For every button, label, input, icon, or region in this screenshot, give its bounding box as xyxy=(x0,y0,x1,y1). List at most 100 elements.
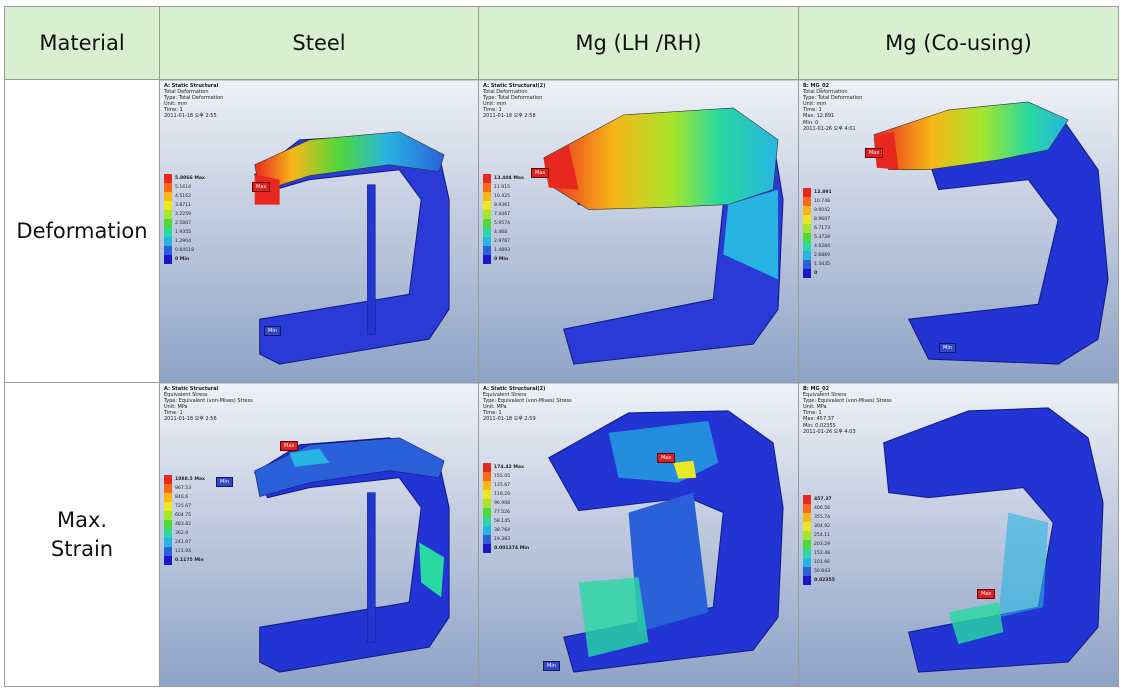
max-marker: Max xyxy=(977,589,996,599)
legend-value: 116.29 xyxy=(494,492,511,497)
legend-swatch xyxy=(164,538,172,547)
legend-swatch xyxy=(164,493,172,502)
row-label-line: Max. xyxy=(56,508,108,533)
info-line: Unit: MPa xyxy=(483,404,507,411)
legend-swatch xyxy=(483,499,491,508)
legend-swatch xyxy=(164,255,172,264)
model-render xyxy=(254,437,450,673)
info-line: Max: 457.37 xyxy=(803,416,835,423)
legend-value: 362.9 xyxy=(175,531,189,536)
info-line: Min: 0.02355 xyxy=(803,422,836,429)
legend-entry: 50.843 xyxy=(803,567,835,576)
legend-value: 19.383 xyxy=(494,537,511,542)
info-line: Unit: MPa xyxy=(803,404,827,411)
max-marker: Max xyxy=(531,168,550,178)
model-render xyxy=(883,407,1104,673)
legend-value: 5.8066 Max xyxy=(175,176,205,181)
row-label-line: Deformation xyxy=(16,218,148,243)
max-marker: Max xyxy=(865,148,884,158)
legend-swatch xyxy=(483,517,491,526)
legend-entry: 4.468 xyxy=(483,228,524,237)
result-info: B: MG_02 Total Deformation Type: Total D… xyxy=(803,83,862,132)
legend-entry: 0.02355 xyxy=(803,576,835,585)
legend-entry: 19.383 xyxy=(483,535,529,544)
min-marker: Min xyxy=(264,326,281,336)
legend-entry: 304.92 xyxy=(803,522,835,531)
legend-swatch xyxy=(483,535,491,544)
legend-value: 355.74 xyxy=(814,515,831,520)
legend-swatch xyxy=(164,520,172,529)
legend-swatch xyxy=(483,219,491,228)
legend-value: 9.6042 xyxy=(814,208,831,213)
legend-swatch xyxy=(483,183,491,192)
info-line: 2011-01-26 오후 4:03 xyxy=(803,428,856,435)
legend-swatch xyxy=(164,547,172,556)
legend-swatch xyxy=(164,237,172,246)
legend-value: 304.92 xyxy=(814,524,831,529)
legend-entry: 1.2904 xyxy=(164,237,205,246)
info-line: 2011-01-18 오후 2:56 xyxy=(164,416,217,423)
legend-entry: 0 xyxy=(803,269,832,278)
legend-entry: 0.001374 Min xyxy=(483,544,529,553)
header-steel: Steel xyxy=(159,6,479,80)
info-line: 2011-01-18 오후 2:59 xyxy=(483,416,536,423)
legend-entry: 967.53 xyxy=(164,484,205,493)
legend-entry: 7.4467 xyxy=(483,210,524,219)
legend-entry: 0 Min xyxy=(483,255,524,264)
result-info: A: Static Structural(2) Equivalent Stres… xyxy=(483,386,572,423)
legend-swatch xyxy=(483,526,491,535)
legend-entry: 155.05 xyxy=(483,472,529,481)
legend-entry: 13.404 Max xyxy=(483,174,524,183)
legend-swatch xyxy=(803,233,811,242)
legend-entry: 254.11 xyxy=(803,531,835,540)
info-line: Min: 0 xyxy=(803,119,819,126)
legend-value: 3.2259 xyxy=(175,212,192,217)
legend-entry: 135.67 xyxy=(483,481,529,490)
legend-value: 0 xyxy=(814,271,818,276)
legend-entry: 483.82 xyxy=(164,520,205,529)
legend-swatch xyxy=(164,475,172,484)
info-line: Time: 1 xyxy=(803,107,822,114)
legend-entry: 5.3728 xyxy=(803,233,832,242)
legend-value: 241.97 xyxy=(175,540,192,545)
legend-value: 0.02355 xyxy=(814,578,835,583)
legend-swatch xyxy=(803,504,811,513)
legend-swatch xyxy=(164,529,172,538)
info-line: Type: Total Deformation xyxy=(483,95,543,102)
legend-entry: 121.04 xyxy=(164,547,205,556)
result-info: A: Static Structural Total Deformation T… xyxy=(164,83,223,120)
legend-swatch xyxy=(483,228,491,237)
panel-strain-mg-co-using: B: MG_02 Equivalent Stress Type: Equival… xyxy=(798,382,1119,687)
info-line: B: MG_02 xyxy=(803,83,830,89)
info-line: A: Static Structural(2) xyxy=(483,83,546,89)
legend-value: 5.3728 xyxy=(814,235,831,240)
min-marker: Min xyxy=(216,477,233,487)
legend-value: 4.0284 xyxy=(814,244,831,249)
legend-value: 457.37 xyxy=(814,497,832,502)
info-line: Equivalent Stress xyxy=(803,392,847,399)
legend-entry: 457.37 xyxy=(803,495,835,504)
info-line: Unit: mm xyxy=(803,101,827,108)
legend-value: 483.82 xyxy=(175,522,192,527)
legend-entry: 0 Min xyxy=(164,255,205,264)
legend-entry: 355.74 xyxy=(803,513,835,522)
legend-entry: 3.2259 xyxy=(164,210,205,219)
legend-entry: 10.425 xyxy=(483,192,524,201)
legend-entry: 58.145 xyxy=(483,517,529,526)
row-label-line: Strain xyxy=(50,536,114,561)
legend-swatch xyxy=(164,201,172,210)
legend-entry: 9.6042 xyxy=(803,206,832,215)
info-line: Max: 12.891 xyxy=(803,113,835,120)
legend-value: 155.05 xyxy=(494,474,511,479)
legend-entry: 1.3435 xyxy=(803,260,832,269)
legend-swatch xyxy=(164,511,172,520)
legend-swatch xyxy=(803,495,811,504)
model-render xyxy=(254,131,450,365)
legend-value: 1.3435 xyxy=(814,262,831,267)
legend-swatch xyxy=(803,558,811,567)
legend-swatch xyxy=(803,269,811,278)
color-legend: 1088.5 Max 967.53 846.6 725.67 604.75 483.82 3… xyxy=(164,475,205,565)
panel-deformation-mg-co-using: B: MG_02 Total Deformation Type: Total D… xyxy=(798,79,1119,383)
legend-value: 101.66 xyxy=(814,560,831,565)
legend-value: 0.1175 Min xyxy=(175,558,204,563)
